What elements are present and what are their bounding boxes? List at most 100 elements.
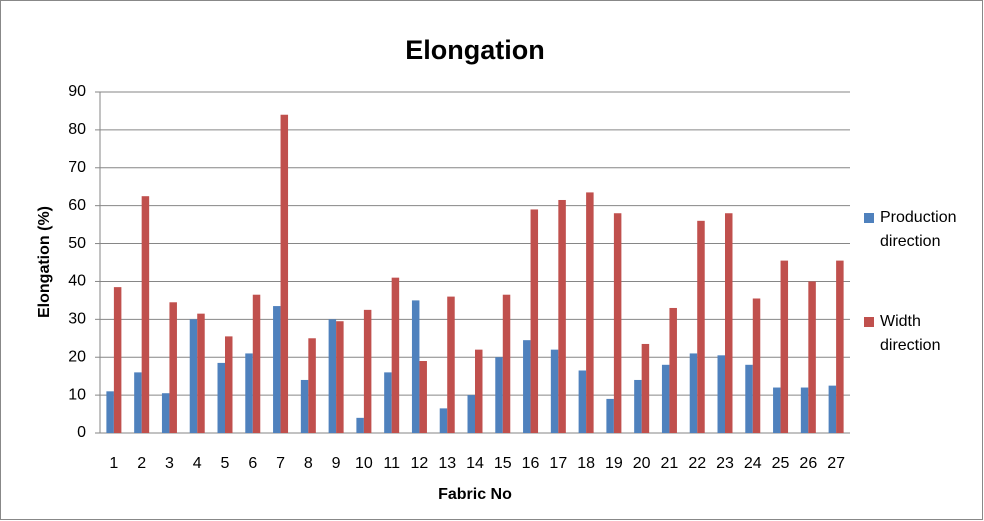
bar bbox=[773, 387, 781, 433]
x-tick-label: 3 bbox=[165, 455, 174, 472]
x-tick-label: 22 bbox=[688, 455, 706, 472]
bar bbox=[717, 355, 725, 433]
y-tick-label: 20 bbox=[68, 348, 86, 365]
legend-label: Width direction bbox=[880, 313, 941, 354]
bar bbox=[113, 287, 122, 433]
bar bbox=[495, 357, 503, 433]
bar bbox=[558, 199, 566, 433]
x-tick-label: 9 bbox=[332, 455, 341, 472]
x-tick-label: 17 bbox=[549, 455, 567, 472]
bar bbox=[134, 372, 142, 433]
bar bbox=[439, 408, 448, 433]
y-tick-label: 10 bbox=[68, 386, 86, 403]
bar bbox=[745, 364, 753, 433]
y-tick-label: 90 bbox=[68, 83, 86, 100]
x-tick-label: 23 bbox=[716, 455, 734, 472]
legend-swatch bbox=[864, 213, 874, 223]
x-tick-label: 18 bbox=[577, 455, 595, 472]
y-tick-label: 0 bbox=[77, 424, 86, 441]
x-tick-label: 4 bbox=[193, 455, 202, 472]
x-tick-label: 6 bbox=[248, 455, 257, 472]
bar bbox=[606, 398, 614, 433]
bar bbox=[752, 298, 761, 433]
bar bbox=[197, 313, 205, 433]
bar bbox=[391, 277, 400, 433]
bar bbox=[697, 220, 705, 433]
x-tick-label: 21 bbox=[661, 455, 679, 472]
x-tick-label: 11 bbox=[383, 455, 400, 472]
x-axis-label: Fabric No bbox=[438, 486, 512, 503]
y-tick-label: 80 bbox=[68, 121, 86, 138]
bar bbox=[725, 213, 733, 433]
x-tick-label: 19 bbox=[605, 455, 623, 472]
x-tick-label: 5 bbox=[221, 455, 230, 472]
bar bbox=[141, 196, 150, 433]
bar bbox=[550, 349, 559, 433]
x-tick-label: 26 bbox=[799, 455, 817, 472]
x-tick-label: 12 bbox=[411, 455, 429, 472]
bar bbox=[106, 391, 114, 433]
bar bbox=[808, 281, 816, 433]
bar bbox=[225, 336, 233, 433]
bar bbox=[661, 364, 670, 433]
bar bbox=[447, 296, 455, 433]
bar bbox=[578, 370, 587, 433]
y-tick-label: 30 bbox=[68, 311, 86, 328]
x-tick-label: 20 bbox=[633, 455, 651, 472]
x-tick-label: 7 bbox=[276, 455, 285, 472]
bar bbox=[669, 307, 677, 433]
bar bbox=[523, 340, 531, 433]
x-tick-label: 1 bbox=[109, 455, 118, 472]
bar bbox=[502, 294, 511, 433]
bar bbox=[363, 309, 372, 433]
x-tick-label: 14 bbox=[466, 455, 484, 472]
bar bbox=[356, 417, 364, 433]
x-tick-label: 27 bbox=[827, 455, 845, 472]
bar bbox=[308, 338, 316, 433]
bar bbox=[217, 362, 225, 433]
bar bbox=[252, 294, 261, 433]
bar bbox=[384, 372, 392, 433]
bar bbox=[475, 349, 483, 433]
y-tick-label: 50 bbox=[68, 235, 86, 252]
bar bbox=[161, 393, 170, 433]
bar bbox=[336, 321, 344, 433]
bar bbox=[586, 192, 594, 433]
bar bbox=[328, 319, 337, 433]
bar bbox=[613, 213, 622, 433]
bar bbox=[169, 302, 177, 433]
bar bbox=[689, 353, 698, 433]
x-tick-label: 13 bbox=[438, 455, 456, 472]
bar bbox=[419, 361, 427, 433]
x-tick-label: 15 bbox=[494, 455, 512, 472]
y-tick-label: 60 bbox=[68, 197, 86, 214]
bar bbox=[836, 260, 844, 433]
x-tick-label: 8 bbox=[304, 455, 313, 472]
y-axis-label: Elongation (%) bbox=[36, 206, 53, 318]
legend-label: Production direction bbox=[880, 209, 957, 250]
x-tick-label: 2 bbox=[137, 455, 146, 472]
x-tick-label: 25 bbox=[772, 455, 790, 472]
bar bbox=[411, 300, 420, 433]
bar bbox=[280, 114, 289, 433]
bar bbox=[245, 353, 253, 433]
bar bbox=[800, 387, 809, 433]
y-tick-label: 40 bbox=[68, 273, 86, 290]
bar bbox=[641, 343, 650, 433]
x-tick-label: 24 bbox=[744, 455, 762, 472]
bar bbox=[300, 379, 309, 433]
bar bbox=[780, 260, 789, 433]
y-tick-label: 70 bbox=[68, 159, 86, 176]
bar bbox=[189, 319, 198, 433]
bar bbox=[467, 395, 475, 433]
x-tick-label: 16 bbox=[522, 455, 540, 472]
x-tick-label: 10 bbox=[355, 455, 373, 472]
bar bbox=[273, 306, 281, 433]
bar bbox=[530, 209, 539, 433]
chart-title: Elongation bbox=[405, 35, 544, 65]
bar bbox=[634, 379, 642, 433]
legend-swatch bbox=[864, 317, 874, 327]
bar bbox=[828, 385, 837, 433]
